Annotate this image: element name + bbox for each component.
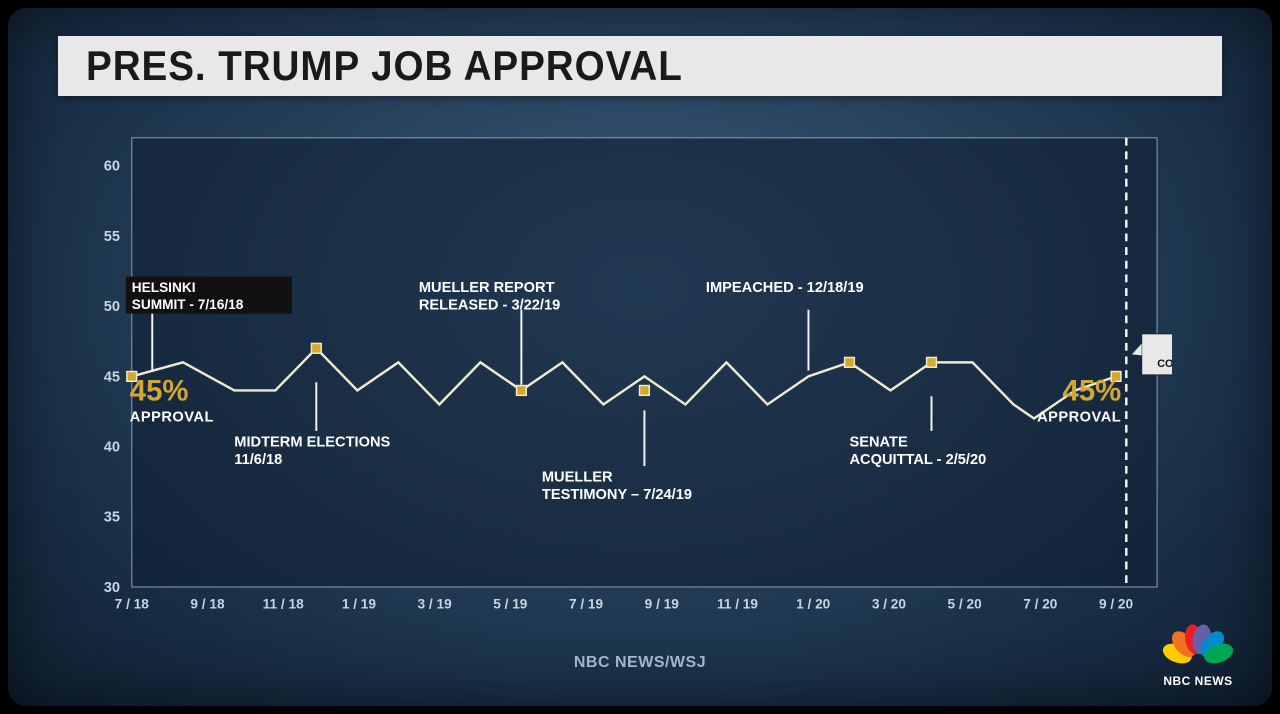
svg-text:11/6/18: 11/6/18 [234,452,282,468]
chart-title: PRES. TRUMP JOB APPROVAL [86,42,683,90]
svg-text:IMPEACHED - 12/18/19: IMPEACHED - 12/18/19 [706,280,864,296]
svg-text:ACQUITTAL - 2/5/20: ACQUITTAL - 2/5/20 [849,452,986,468]
tv-screen: PRES. TRUMP JOB APPROVAL 30 35 40 45 50 55 60 7… [8,8,1272,706]
svg-text:55: 55 [104,229,120,245]
svg-text:RELEASED - 3/22/19: RELEASED - 3/22/19 [419,298,560,314]
svg-text:MUELLER REPORT: MUELLER REPORT [419,280,555,296]
svg-text:MUELLER: MUELLER [542,470,613,486]
svg-text:HELSINKI: HELSINKI [132,280,196,295]
svg-text:TESTIMONY – 7/24/19: TESTIMONY – 7/24/19 [542,487,692,503]
svg-text:APPROVAL: APPROVAL [1037,409,1121,425]
svg-text:11 / 18: 11 / 18 [263,596,304,611]
title-bar: PRES. TRUMP JOB APPROVAL [58,36,1222,96]
chart-container: 30 35 40 45 50 55 60 7 / 18 9 / 18 11 / 18 1 / 19 3… [68,128,1172,626]
svg-text:5 / 20: 5 / 20 [948,596,983,611]
svg-text:45%: 45% [1063,374,1122,407]
svg-text:COVID-19 DEATHS: COVID-19 DEATHS [1157,358,1172,370]
svg-text:40: 40 [104,439,120,455]
svg-text:3 / 20: 3 / 20 [872,596,907,611]
nbc-logo: NBC NEWS [1162,621,1234,688]
svg-text:50: 50 [104,299,120,315]
svg-text:45%: 45% [130,374,189,407]
svg-text:SUMMIT - 7/16/18: SUMMIT - 7/16/18 [132,297,244,312]
svg-text:3 / 19: 3 / 19 [418,596,453,611]
svg-text:SENATE: SENATE [849,435,907,451]
svg-text:35: 35 [104,510,120,526]
svg-text:1 / 19: 1 / 19 [342,596,377,611]
svg-text:7 / 18: 7 / 18 [115,596,150,611]
svg-text:7 / 20: 7 / 20 [1023,596,1058,611]
source-label: NBC NEWS/WSJ [8,654,1272,672]
svg-text:APPROVAL: APPROVAL [130,409,214,425]
svg-text:9 / 20: 9 / 20 [1099,596,1134,611]
svg-text:30: 30 [104,580,120,596]
svg-text:MIDTERM ELECTIONS: MIDTERM ELECTIONS [234,435,390,451]
svg-text:60: 60 [104,159,120,175]
svg-text:5 / 19: 5 / 19 [493,596,528,611]
svg-text:7 / 19: 7 / 19 [569,596,604,611]
svg-text:45: 45 [104,369,120,385]
nbc-brand-text: NBC NEWS [1162,674,1234,688]
svg-text:9 / 18: 9 / 18 [190,596,225,611]
peacock-icon [1162,621,1234,667]
svg-text:9 / 19: 9 / 19 [645,596,680,611]
approval-line-chart: 30 35 40 45 50 55 60 7 / 18 9 / 18 11 / 18 1 / 19 3… [68,128,1172,626]
svg-text:1 / 20: 1 / 20 [796,596,831,611]
svg-text:11 / 19: 11 / 19 [717,596,758,611]
